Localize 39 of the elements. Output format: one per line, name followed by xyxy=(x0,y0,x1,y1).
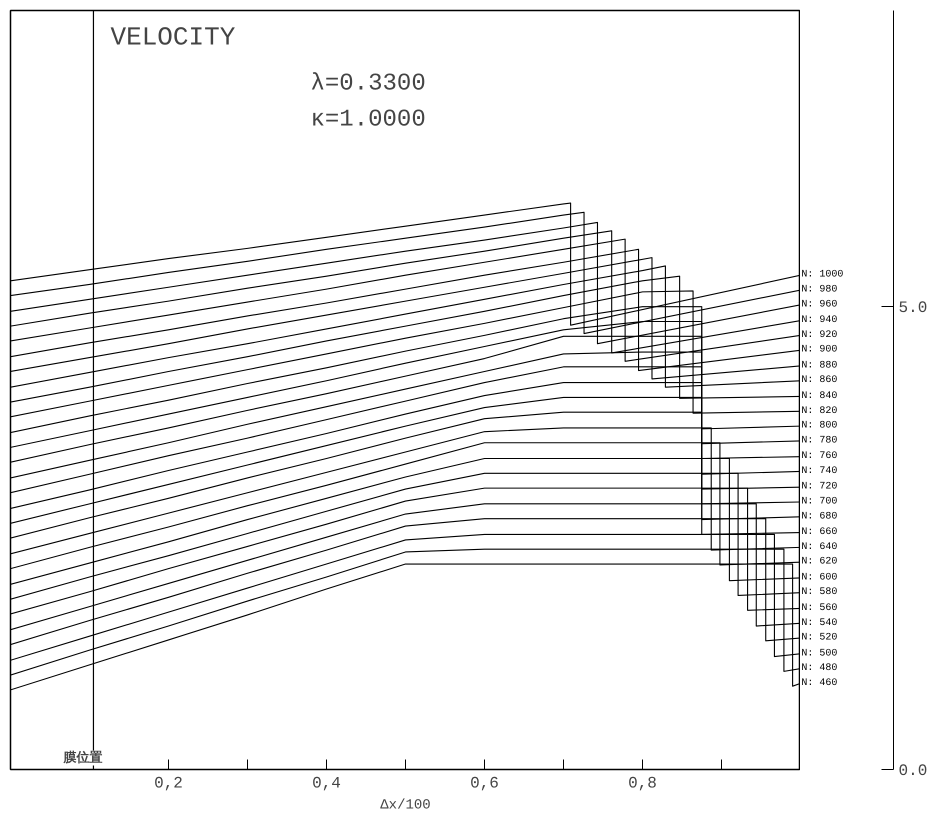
series-label: N: 960 xyxy=(801,299,838,310)
series-label: N: 760 xyxy=(801,451,838,462)
x-axis-title: Δx/100 xyxy=(380,798,431,814)
series-label: N: 880 xyxy=(801,360,838,372)
series-label: N: 460 xyxy=(801,678,838,689)
y-tick-label: 5.0 xyxy=(898,299,928,318)
series-label: N: 620 xyxy=(801,556,838,568)
series-label: N: 860 xyxy=(801,375,838,386)
series-label: N: 800 xyxy=(801,420,838,432)
text: VELOCITY xyxy=(110,22,236,52)
series-label: N: 700 xyxy=(801,496,838,508)
series-label: N: 1000 xyxy=(801,270,844,281)
series-label: N: 480 xyxy=(801,663,838,674)
x-tick-label: 0,8 xyxy=(628,774,657,792)
x-tick-label: 0,4 xyxy=(312,774,341,792)
series-label: N: 720 xyxy=(801,482,838,493)
series-label: N: 640 xyxy=(801,542,838,553)
series-label: N: 820 xyxy=(801,406,838,417)
series-label: N: 560 xyxy=(801,602,838,614)
x-tick-label: 0,2 xyxy=(154,774,183,792)
series-label: N: 500 xyxy=(801,648,838,660)
series-label: N: 680 xyxy=(801,511,838,522)
series-label: N: 980 xyxy=(801,284,838,296)
annotation: κ=1.0000 xyxy=(310,106,426,134)
ref-line-label: 膜位置 xyxy=(62,750,102,766)
series-label: N: 740 xyxy=(801,466,838,477)
y-tick-label: 0.0 xyxy=(898,762,928,780)
series-label: N: 940 xyxy=(801,315,838,326)
annotation: λ=0.3300 xyxy=(310,70,426,98)
series-label: N: 660 xyxy=(801,527,838,538)
series-label: N: 900 xyxy=(801,344,838,356)
series-label: N: 540 xyxy=(801,618,838,629)
x-tick-label: 0,6 xyxy=(470,774,499,792)
series-label: N: 600 xyxy=(801,572,838,584)
series-label: N: 520 xyxy=(801,632,838,644)
series-label: N: 580 xyxy=(801,587,838,598)
series-label: N: 840 xyxy=(801,390,838,402)
series-label: N: 920 xyxy=(801,330,838,341)
series-label: N: 780 xyxy=(801,435,838,446)
